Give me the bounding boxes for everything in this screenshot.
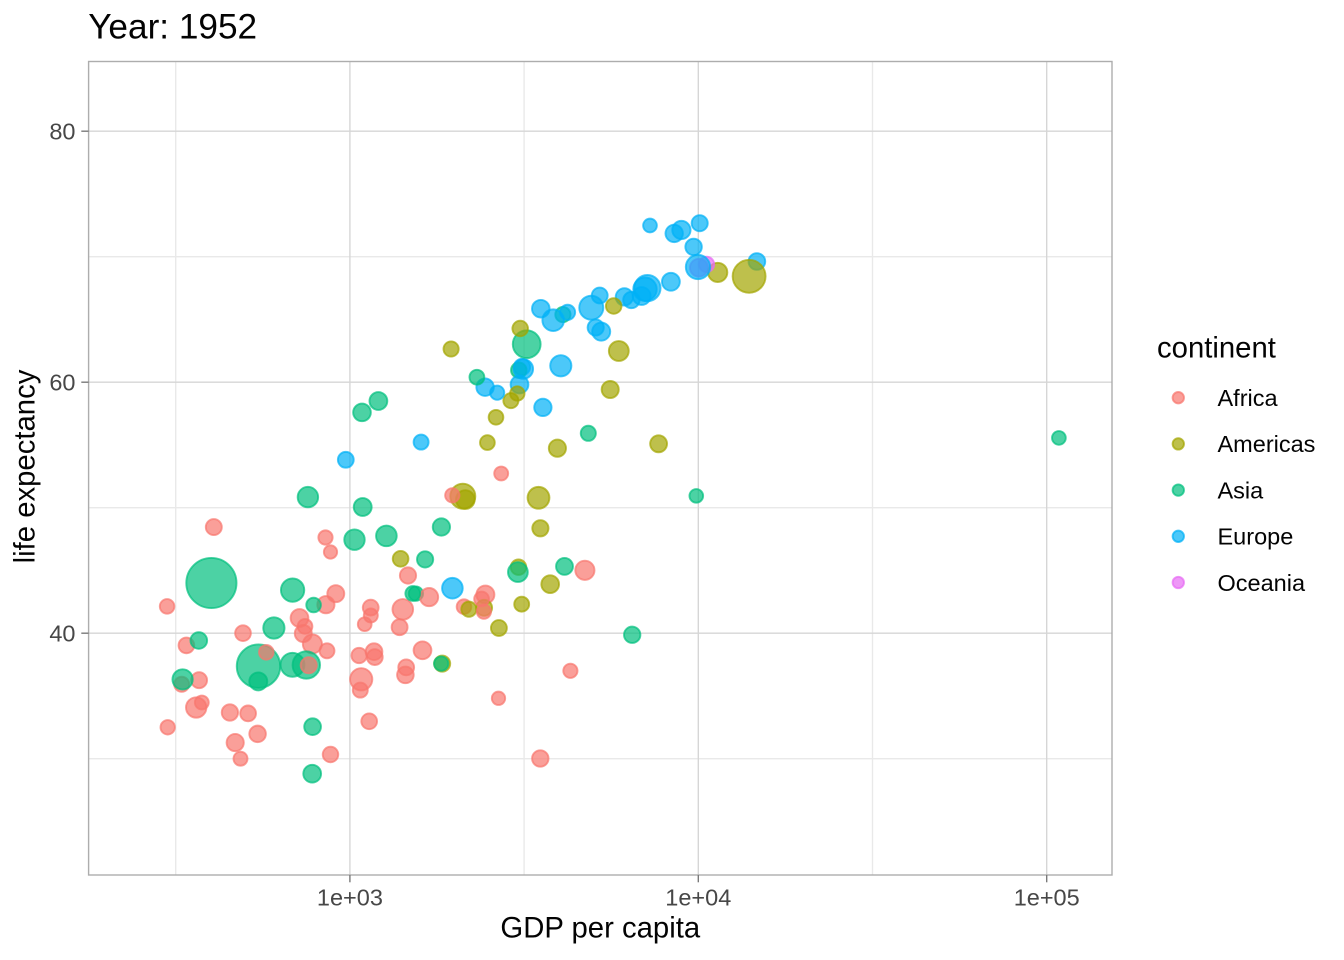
svg-text:GDP per capita: GDP per capita xyxy=(500,912,700,945)
svg-text:1e+05: 1e+05 xyxy=(1014,885,1080,911)
svg-text:40: 40 xyxy=(49,621,75,647)
svg-text:80: 80 xyxy=(49,119,75,145)
svg-text:continent: continent xyxy=(1157,332,1276,365)
svg-text:60: 60 xyxy=(49,370,75,396)
svg-text:Americas: Americas xyxy=(1218,431,1316,457)
svg-text:Oceania: Oceania xyxy=(1218,570,1306,596)
svg-text:Year: 1952: Year: 1952 xyxy=(88,8,257,47)
svg-text:1e+04: 1e+04 xyxy=(665,885,731,911)
svg-text:life expectancy: life expectancy xyxy=(9,369,42,563)
svg-text:Europe: Europe xyxy=(1218,524,1294,550)
svg-text:Africa: Africa xyxy=(1218,385,1279,411)
svg-text:1e+03: 1e+03 xyxy=(317,885,383,911)
svg-text:Asia: Asia xyxy=(1218,477,1265,503)
